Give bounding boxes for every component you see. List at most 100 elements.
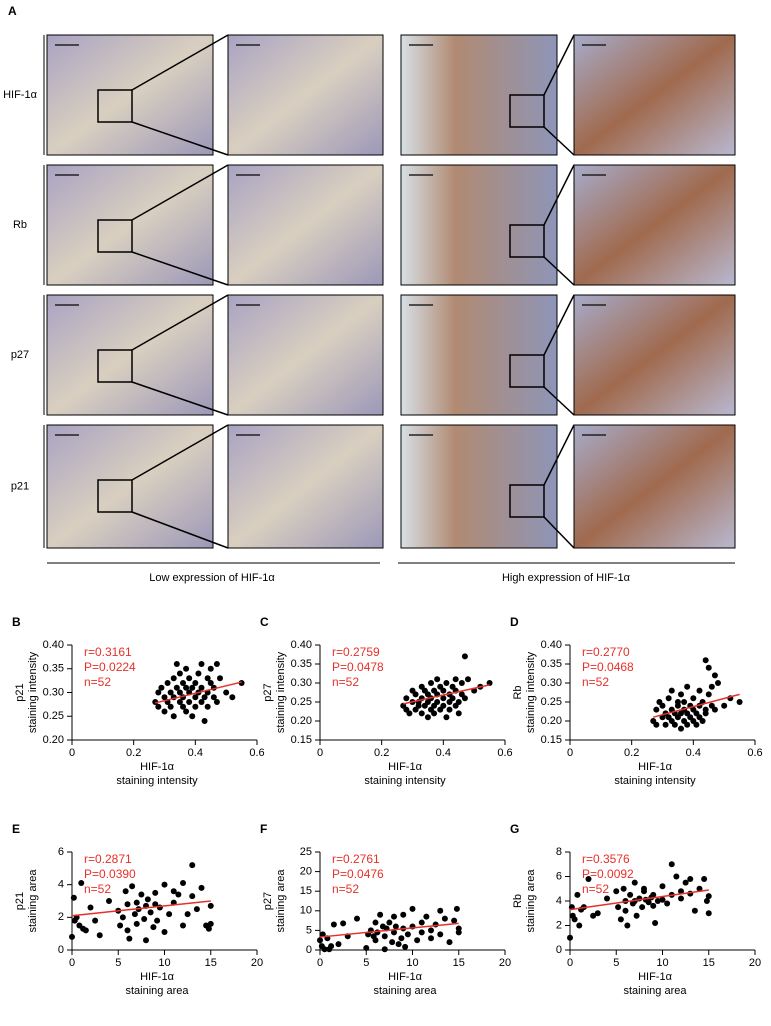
point [431, 710, 438, 717]
y-axis-label: p27 [262, 683, 274, 701]
point [705, 910, 712, 917]
point [418, 929, 425, 936]
x-tick-label: 5 [363, 957, 369, 969]
x-tick-label: 0.4 [436, 747, 451, 759]
annotation: P=0.0468 [582, 660, 634, 674]
point [622, 907, 629, 914]
point [189, 893, 196, 900]
point [80, 925, 87, 932]
point [183, 708, 190, 715]
panel-label: E [12, 822, 20, 836]
x-tick-label: 20 [749, 957, 761, 969]
point [78, 880, 85, 887]
x-tick-label: 0 [567, 747, 573, 759]
point [424, 714, 431, 721]
annotation: r=0.2770 [582, 645, 630, 659]
y-tick-label: 25 [300, 846, 312, 858]
zoom-box [509, 224, 545, 258]
point [340, 920, 347, 927]
point [671, 721, 678, 728]
point [691, 907, 698, 914]
point [631, 879, 638, 886]
micrograph [573, 164, 736, 286]
point [106, 898, 112, 904]
point [705, 664, 712, 671]
point [138, 891, 145, 898]
y-tick-label: 0.40 [541, 639, 562, 651]
y-tick-label: 20 [300, 866, 312, 878]
point [155, 689, 162, 696]
point [432, 921, 439, 928]
point [180, 880, 186, 887]
x-tick-label: 0.2 [374, 747, 389, 759]
annotation: P=0.0476 [332, 867, 384, 881]
point [201, 718, 208, 724]
fit-line [653, 693, 740, 718]
x-axis-label: HIF-1α [140, 971, 175, 983]
point [186, 675, 193, 682]
point [152, 889, 159, 896]
point [569, 912, 576, 919]
point [696, 687, 703, 694]
x-tick-label: 15 [703, 957, 715, 969]
point [207, 680, 214, 686]
point [126, 935, 133, 942]
zoom-line [543, 294, 575, 356]
point [652, 920, 659, 927]
point [198, 684, 205, 691]
point [627, 891, 634, 898]
micrograph [573, 34, 736, 156]
y-tick-label: 0.30 [291, 677, 312, 689]
y-tick-label: 0.35 [291, 658, 312, 670]
point [708, 683, 715, 690]
point [594, 910, 601, 917]
point [131, 911, 138, 918]
point [398, 935, 405, 942]
point [434, 676, 441, 683]
point [705, 893, 712, 900]
point [668, 861, 675, 868]
point [633, 912, 640, 919]
point [604, 895, 610, 902]
panel-label: A [8, 4, 17, 18]
y-axis-label: p27 [262, 892, 274, 910]
point [117, 922, 124, 929]
point [96, 932, 103, 939]
point [455, 710, 462, 717]
point [696, 885, 703, 892]
point [183, 665, 190, 672]
point [443, 680, 450, 686]
point [659, 883, 666, 890]
point [155, 703, 162, 710]
x-axis-label: staining area [374, 985, 438, 997]
y-axis-label: staining intensity [275, 651, 287, 733]
point [223, 689, 230, 696]
point [400, 911, 407, 918]
zoom-line [543, 34, 575, 96]
x-tick-label: 0.4 [686, 747, 701, 759]
point [440, 695, 447, 702]
y-tick-label: 0.20 [541, 715, 562, 727]
point [662, 721, 669, 728]
point [204, 703, 211, 710]
point [158, 684, 165, 691]
point [415, 702, 422, 709]
y-axis-label: staining intensity [27, 651, 39, 733]
point [664, 900, 671, 907]
point [465, 676, 471, 683]
point [678, 895, 684, 902]
annotation: P=0.0390 [84, 867, 136, 881]
zoom-line [131, 164, 229, 221]
point [705, 691, 712, 698]
point [229, 694, 236, 701]
micrograph [46, 164, 214, 286]
y-tick-label: 6 [556, 870, 562, 882]
point [446, 706, 453, 713]
point [372, 919, 379, 926]
point [144, 896, 151, 903]
group-label: Low expression of HIF-1α [149, 572, 275, 584]
zoom-line [543, 256, 575, 286]
point [653, 706, 660, 713]
zoom-line [131, 511, 229, 549]
point [189, 862, 196, 869]
